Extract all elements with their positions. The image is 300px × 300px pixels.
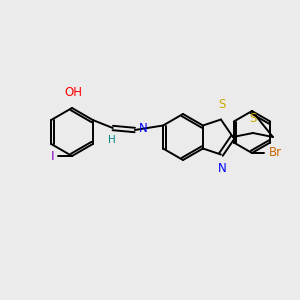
Text: I: I	[51, 149, 55, 163]
Text: H: H	[108, 135, 116, 145]
Text: S: S	[249, 112, 256, 125]
Text: N: N	[139, 122, 148, 136]
Text: S: S	[218, 98, 226, 112]
Text: OH: OH	[64, 86, 82, 99]
Text: Br: Br	[269, 146, 282, 160]
Text: N: N	[218, 163, 226, 176]
